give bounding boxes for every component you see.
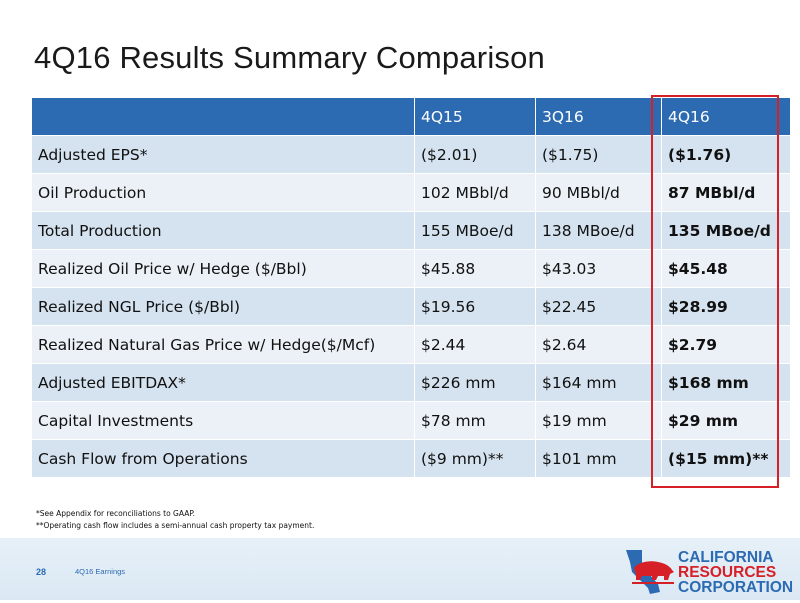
table-cell: Cash Flow from Operations xyxy=(31,439,415,478)
table-cell: ($1.76) xyxy=(661,135,791,174)
table-cell: $226 mm xyxy=(414,363,536,402)
logo-line: RESOURCES xyxy=(678,564,777,581)
table-cell: ($15 mm)** xyxy=(661,439,791,478)
table-cell: Adjusted EPS* xyxy=(31,135,415,174)
table-cell: $45.88 xyxy=(414,249,536,288)
table-cell: Adjusted EBITDAX* xyxy=(31,363,415,402)
logo-wordmark: CALIFORNIA RESOURCES CORPORATION xyxy=(678,549,794,596)
page-number: 28 xyxy=(36,567,47,577)
table-cell: 155 MBoe/d xyxy=(414,211,536,250)
table-row: Realized NGL Price ($/Bbl) $19.56 $22.45… xyxy=(31,287,791,326)
table-row: Adjusted EPS* ($2.01) ($1.75) ($1.76) xyxy=(31,135,791,174)
footnote: **Operating cash flow includes a semi-an… xyxy=(36,521,315,530)
table-row: Oil Production 102 MBbl/d 90 MBbl/d 87 M… xyxy=(31,173,791,212)
table-cell: ($1.75) xyxy=(535,135,662,174)
table-row: Cash Flow from Operations ($9 mm)** $101… xyxy=(31,439,791,478)
table-cell: 87 MBbl/d xyxy=(661,173,791,212)
table-header-cell xyxy=(31,97,415,136)
table-row: Capital Investments $78 mm $19 mm $29 mm xyxy=(31,401,791,440)
table-cell: $29 mm xyxy=(661,401,791,440)
table-row: Adjusted EBITDAX* $226 mm $164 mm $168 m… xyxy=(31,363,791,402)
table-cell: $19.56 xyxy=(414,287,536,326)
table-cell: $2.64 xyxy=(535,325,662,364)
table-header-row: 4Q15 3Q16 4Q16 xyxy=(31,97,791,136)
table-header-cell: 4Q16 xyxy=(661,97,791,136)
table-row: Total Production 155 MBoe/d 138 MBoe/d 1… xyxy=(31,211,791,250)
table-cell: $43.03 xyxy=(535,249,662,288)
logo-line: CORPORATION xyxy=(678,579,794,596)
table-cell: $101 mm xyxy=(535,439,662,478)
table-cell: $19 mm xyxy=(535,401,662,440)
table-row: Realized Oil Price w/ Hedge ($/Bbl) $45.… xyxy=(31,249,791,288)
footnote: *See Appendix for reconciliations to GAA… xyxy=(36,509,196,518)
table-cell: 102 MBbl/d xyxy=(414,173,536,212)
table-cell: 135 MBoe/d xyxy=(661,211,791,250)
table-cell: Realized Natural Gas Price w/ Hedge($/Mc… xyxy=(31,325,415,364)
table-cell: Realized Oil Price w/ Hedge ($/Bbl) xyxy=(31,249,415,288)
footer-label: 4Q16 Earnings xyxy=(75,567,126,576)
table-cell: 90 MBbl/d xyxy=(535,173,662,212)
table-header-cell: 4Q15 xyxy=(414,97,536,136)
table-cell: $28.99 xyxy=(661,287,791,326)
table-header-cell: 3Q16 xyxy=(535,97,662,136)
table-cell: $168 mm xyxy=(661,363,791,402)
table-cell: $2.79 xyxy=(661,325,791,364)
table-cell: $22.45 xyxy=(535,287,662,326)
logo-line: CALIFORNIA xyxy=(678,549,774,566)
results-table: 4Q15 3Q16 4Q16 Adjusted EPS* ($2.01) ($1… xyxy=(31,97,791,478)
page-title: 4Q16 Results Summary Comparison xyxy=(34,40,545,75)
table-cell: Capital Investments xyxy=(31,401,415,440)
table-cell: $2.44 xyxy=(414,325,536,364)
california-bear-icon xyxy=(626,550,674,594)
table-cell: $45.48 xyxy=(661,249,791,288)
table-cell: ($9 mm)** xyxy=(414,439,536,478)
table-cell: Realized NGL Price ($/Bbl) xyxy=(31,287,415,326)
table-cell: $78 mm xyxy=(414,401,536,440)
table-cell: 138 MBoe/d xyxy=(535,211,662,250)
table-cell: Oil Production xyxy=(31,173,415,212)
table-cell: ($2.01) xyxy=(414,135,536,174)
company-logo: CALIFORNIA RESOURCES CORPORATION xyxy=(620,546,795,598)
table-cell: $164 mm xyxy=(535,363,662,402)
table-row: Realized Natural Gas Price w/ Hedge($/Mc… xyxy=(31,325,791,364)
footnotes: *See Appendix for reconciliations to GAA… xyxy=(36,508,314,532)
table-cell: Total Production xyxy=(31,211,415,250)
